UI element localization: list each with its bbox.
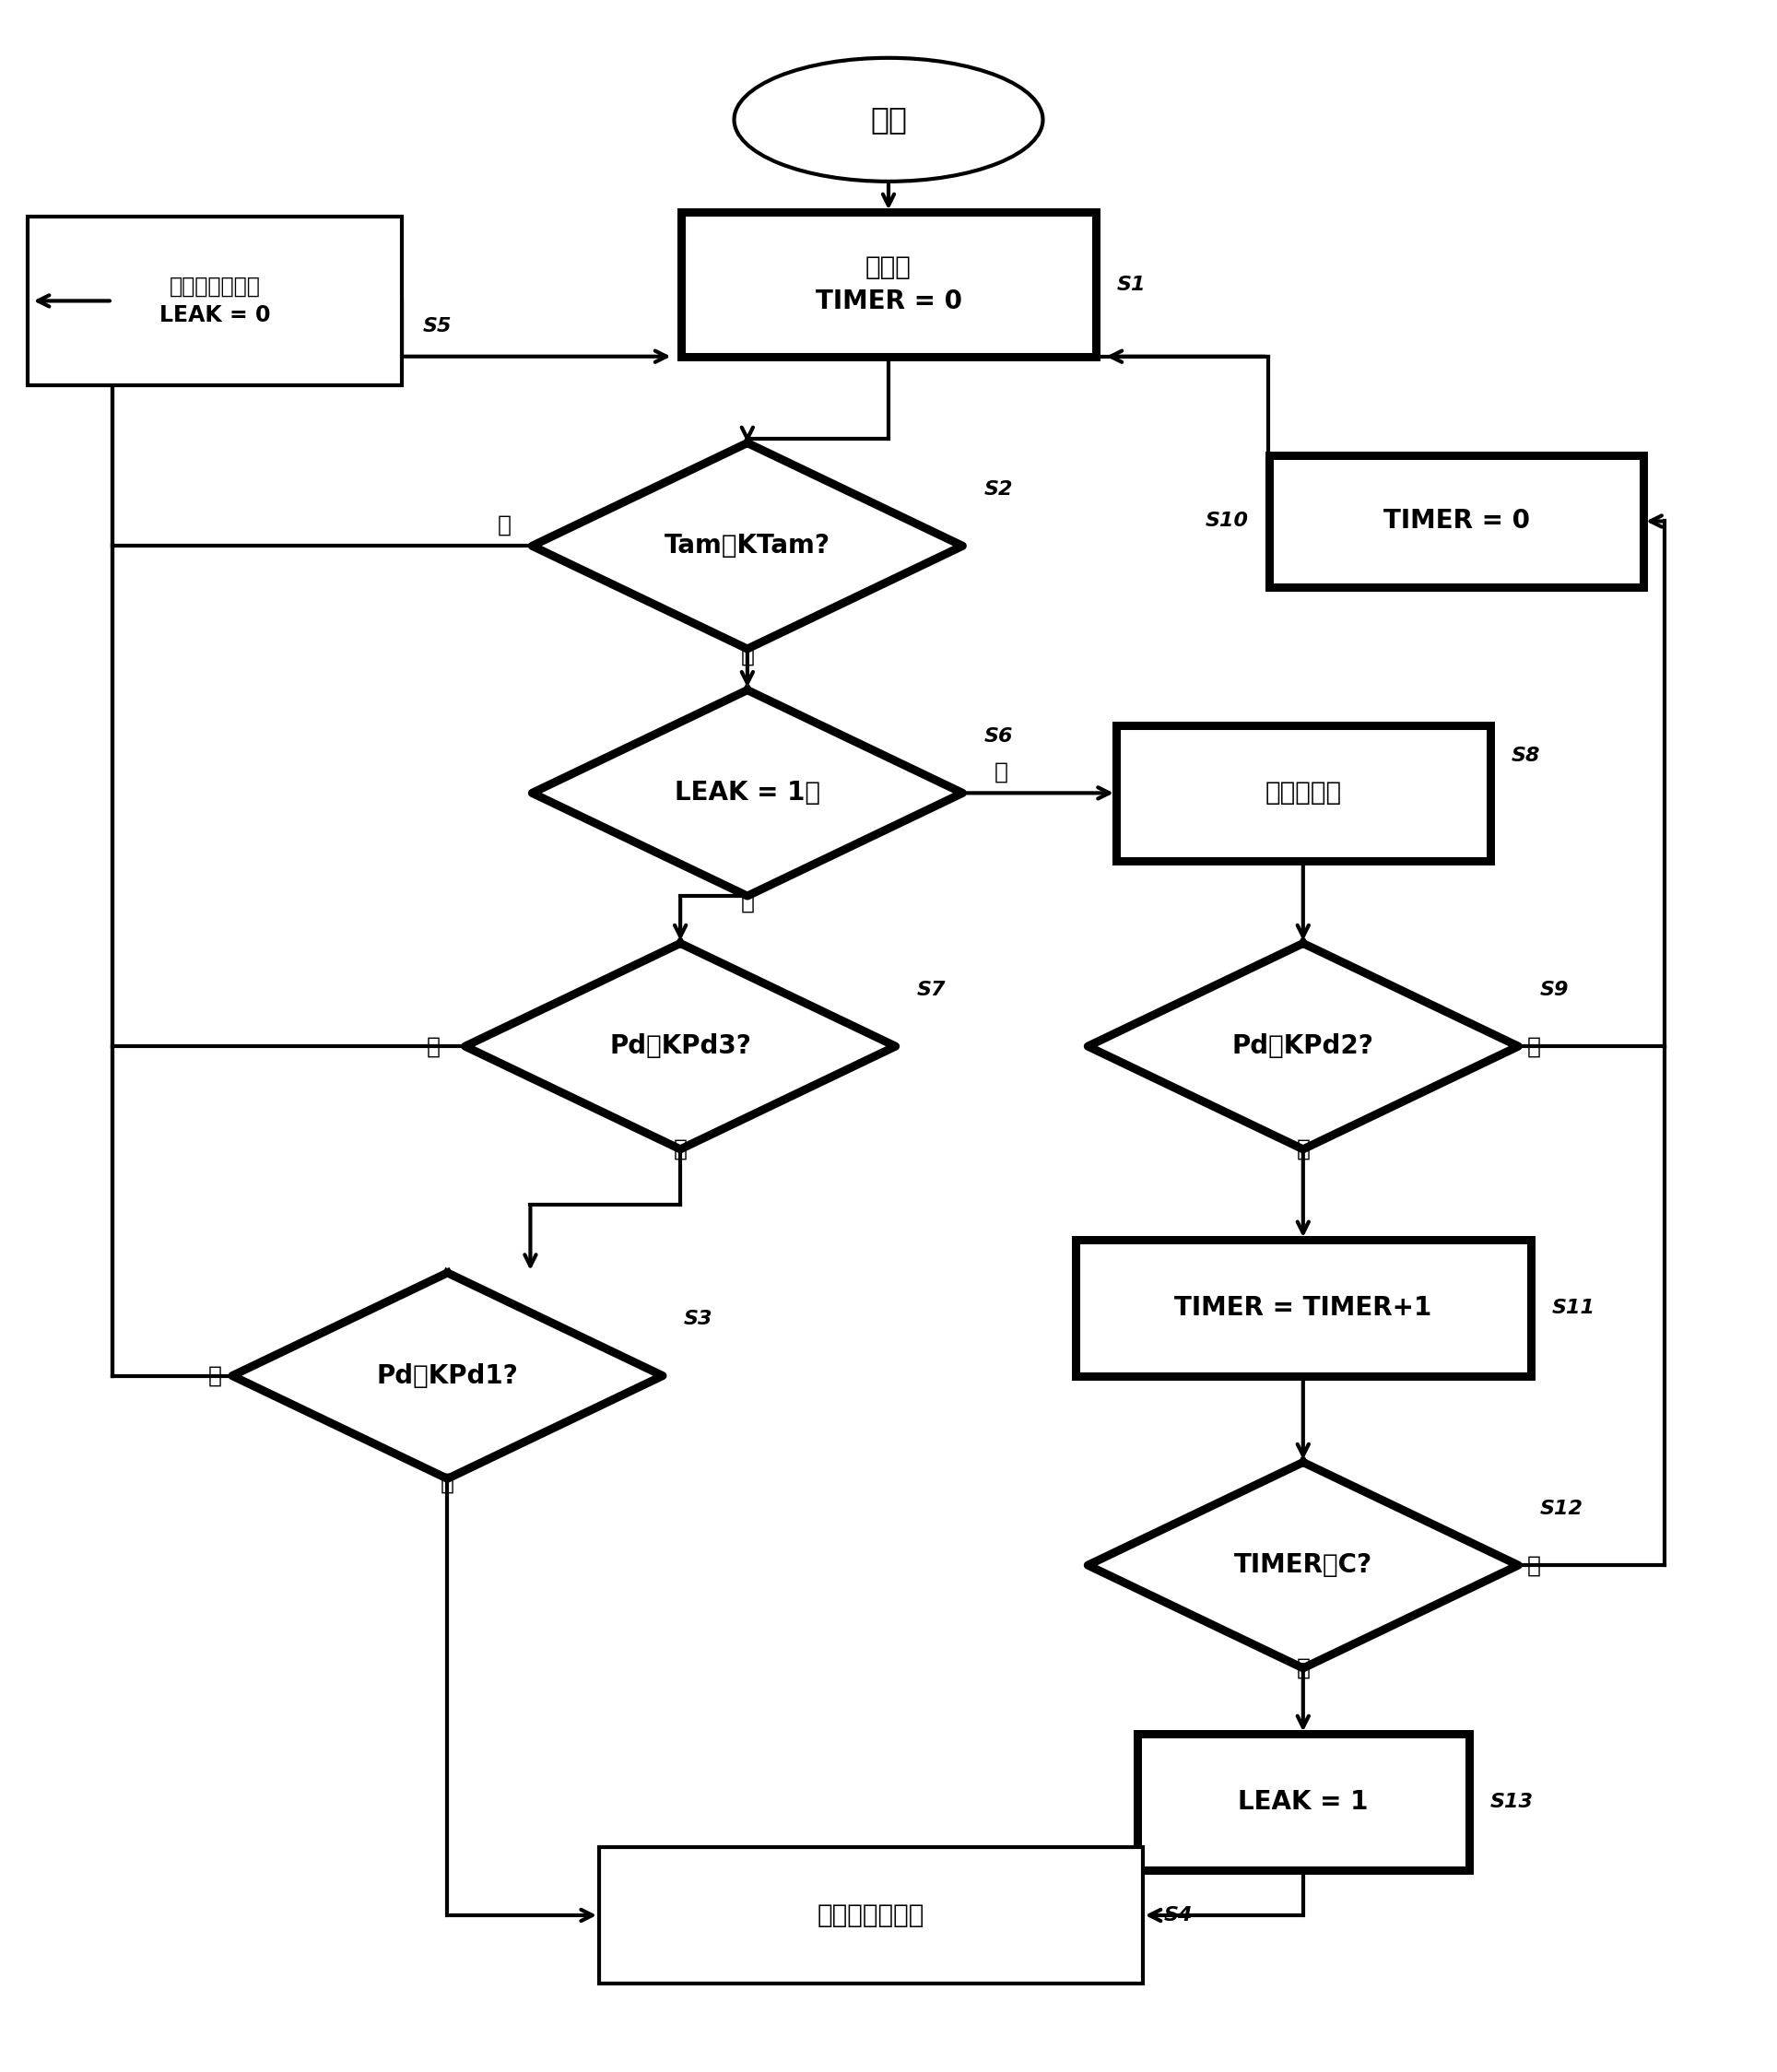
Text: LEAK = 1？: LEAK = 1？ bbox=[675, 781, 821, 806]
Text: LEAK = 1: LEAK = 1 bbox=[1239, 1788, 1368, 1815]
Text: S5: S5 bbox=[423, 317, 451, 336]
Text: Tam＜KTam?: Tam＜KTam? bbox=[665, 533, 830, 559]
Text: 否: 否 bbox=[426, 1036, 441, 1057]
Text: S1: S1 bbox=[1118, 276, 1146, 294]
Text: Pd＜KPd1?: Pd＜KPd1? bbox=[377, 1363, 519, 1388]
Text: 是: 是 bbox=[441, 1471, 455, 1494]
Polygon shape bbox=[466, 943, 896, 1150]
Text: S8: S8 bbox=[1510, 746, 1541, 765]
FancyBboxPatch shape bbox=[1137, 1734, 1470, 1869]
Text: 否: 否 bbox=[995, 760, 1008, 783]
FancyBboxPatch shape bbox=[1116, 725, 1491, 862]
Text: Pd＜KPd3?: Pd＜KPd3? bbox=[610, 1034, 752, 1059]
Polygon shape bbox=[1088, 1463, 1518, 1668]
Text: S6: S6 bbox=[984, 727, 1013, 746]
Text: 是: 是 bbox=[741, 644, 753, 665]
Text: S4: S4 bbox=[1164, 1906, 1192, 1925]
Text: TIMER＞C?: TIMER＞C? bbox=[1233, 1552, 1372, 1579]
Text: 是: 是 bbox=[741, 891, 753, 914]
Text: 是: 是 bbox=[1295, 1138, 1310, 1160]
Text: S12: S12 bbox=[1539, 1500, 1583, 1519]
FancyBboxPatch shape bbox=[28, 215, 402, 385]
Text: 初始化
TIMER = 0: 初始化 TIMER = 0 bbox=[816, 255, 961, 315]
Text: TIMER = TIMER+1: TIMER = TIMER+1 bbox=[1175, 1295, 1432, 1320]
Text: 压缩机动作: 压缩机动作 bbox=[1265, 781, 1342, 806]
Text: S3: S3 bbox=[684, 1310, 713, 1328]
FancyBboxPatch shape bbox=[681, 211, 1096, 356]
Text: 开始: 开始 bbox=[871, 104, 906, 135]
Text: 否: 否 bbox=[208, 1365, 222, 1386]
Text: S2: S2 bbox=[984, 481, 1013, 499]
Text: 允许压缩机动作
LEAK = 0: 允许压缩机动作 LEAK = 0 bbox=[160, 276, 270, 327]
Text: 否: 否 bbox=[1526, 1036, 1541, 1057]
Text: 压缩机动作停止: 压缩机动作停止 bbox=[817, 1902, 924, 1929]
Text: 是: 是 bbox=[673, 1138, 688, 1160]
Polygon shape bbox=[233, 1272, 663, 1479]
Text: S7: S7 bbox=[917, 980, 945, 999]
Text: S9: S9 bbox=[1539, 980, 1569, 999]
Text: TIMER = 0: TIMER = 0 bbox=[1383, 508, 1530, 535]
Text: S10: S10 bbox=[1205, 512, 1249, 530]
Polygon shape bbox=[531, 443, 963, 649]
Text: S11: S11 bbox=[1551, 1299, 1596, 1318]
FancyBboxPatch shape bbox=[1269, 456, 1644, 586]
Ellipse shape bbox=[734, 58, 1043, 182]
Text: Pd＜KPd2?: Pd＜KPd2? bbox=[1231, 1034, 1374, 1059]
Text: 否: 否 bbox=[498, 514, 512, 537]
Polygon shape bbox=[531, 690, 963, 895]
Polygon shape bbox=[1088, 943, 1518, 1150]
Text: 否: 否 bbox=[1526, 1554, 1541, 1577]
FancyBboxPatch shape bbox=[1075, 1239, 1530, 1376]
FancyBboxPatch shape bbox=[599, 1848, 1143, 1983]
Text: 是: 是 bbox=[1295, 1658, 1310, 1678]
Text: S13: S13 bbox=[1491, 1792, 1534, 1811]
